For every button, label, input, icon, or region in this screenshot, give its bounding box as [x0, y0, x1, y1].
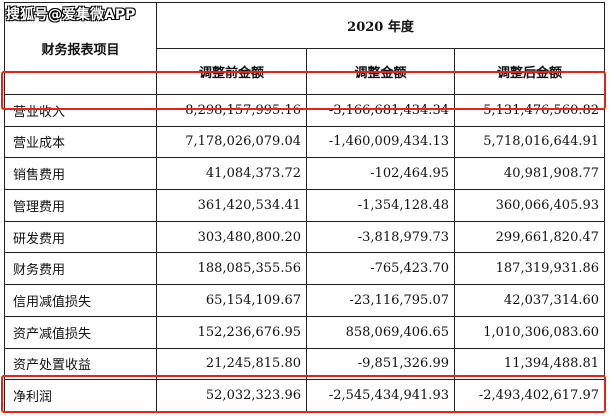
header-item-column: 财务报表项目 — [4, 2, 157, 95]
table-row: 营业收入 8,298,157,995.16 -3,166,681,434.34 5,1… — [4, 93, 606, 127]
header-before-amount: 调整前金额 — [156, 47, 307, 95]
row-adjust-amount: -3,818,979.73 — [306, 220, 455, 254]
row-after-amount: 42,037,314.60 — [453, 284, 606, 317]
row-before-amount: 7,178,026,079.04 — [156, 125, 307, 159]
row-item-label: 资产减值损失 — [4, 315, 157, 349]
row-item-label: 营业成本 — [4, 125, 157, 159]
table-row: 研发费用 303,480,800.20 -3,818,979.73 299,661,8… — [4, 220, 606, 254]
row-before-amount: 152,236,676.95 — [156, 315, 307, 349]
row-after-amount: 40,981,908.77 — [453, 157, 606, 191]
row-after-amount: 187,319,931.86 — [453, 252, 606, 286]
row-after-amount: 360,066,405.93 — [453, 189, 606, 222]
row-before-amount: 41,084,373.72 — [156, 157, 307, 191]
row-after-amount: 5,131,476,560.82 — [453, 93, 606, 127]
table-row: 营业成本 7,178,026,079.04 -1,460,009,434.13 5,7… — [4, 125, 606, 159]
header-year: 2020 年度 — [155, 2, 606, 49]
row-before-amount: 65,154,109.67 — [156, 284, 307, 317]
table-row: 财务费用 188,085,355.56 -765,423.70 187,319,931… — [4, 252, 606, 286]
row-item-label: 财务费用 — [4, 252, 157, 286]
row-after-amount: -2,493,402,617.97 — [453, 379, 606, 412]
row-adjust-amount: -9,851,326.99 — [306, 347, 455, 381]
header-adjust-amount: 调整金额 — [306, 47, 455, 95]
row-adjust-amount: 858,069,406.65 — [306, 315, 455, 349]
row-after-amount: 299,661,820.47 — [453, 220, 606, 254]
row-item-label: 管理费用 — [4, 189, 157, 222]
row-adjust-amount: -1,460,009,434.13 — [306, 125, 455, 159]
watermark-text: 搜狐号@爱集微APP — [6, 7, 136, 23]
table-row: 资产减值损失 152,236,676.95 858,069,406.65 1,010,… — [4, 315, 606, 349]
row-adjust-amount: -765,423.70 — [306, 252, 455, 286]
row-after-amount: 11,394,488.81 — [453, 347, 606, 381]
row-before-amount: 21,245,815.80 — [156, 347, 307, 381]
table-row: 资产处置收益 21,245,815.80 -9,851,326.99 11,394,4… — [4, 347, 606, 381]
row-adjust-amount: -3,166,681,434.34 — [306, 93, 455, 127]
financial-adjustment-table: 财务报表项目 2020 年度 调整前金额 调整金额 调整后金额 营业收入 8,29… — [4, 2, 606, 412]
table-row: 管理费用 361,420,534.41 -1,354,128.48 360,066,4… — [4, 189, 606, 222]
row-after-amount: 5,718,016,644.91 — [453, 125, 606, 159]
row-adjust-amount: -1,354,128.48 — [306, 189, 455, 222]
row-adjust-amount: -2,545,434,941.93 — [306, 379, 455, 412]
row-before-amount: 188,085,355.56 — [156, 252, 307, 286]
row-item-label: 净利润 — [4, 379, 157, 412]
row-item-label: 资产处置收益 — [4, 347, 157, 381]
row-after-amount: 1,010,306,083.60 — [453, 315, 606, 349]
header-row-year: 财务报表项目 2020 年度 — [4, 2, 606, 95]
row-before-amount: 8,298,157,995.16 — [156, 93, 307, 127]
row-item-label: 研发费用 — [4, 220, 157, 254]
row-before-amount: 52,032,323.96 — [156, 379, 307, 412]
row-item-label: 营业收入 — [4, 93, 157, 127]
table-row: 信用减值损失 65,154,109.67 -23,116,795.07 42,037,… — [4, 284, 606, 317]
row-item-label: 销售费用 — [4, 157, 157, 191]
row-adjust-amount: -23,116,795.07 — [306, 284, 455, 317]
row-before-amount: 361,420,534.41 — [156, 189, 307, 222]
table-row: 销售费用 41,084,373.72 -102,464.95 40,981,908.7… — [4, 157, 606, 191]
row-adjust-amount: -102,464.95 — [306, 157, 455, 191]
header-after-amount: 调整后金额 — [453, 47, 606, 95]
row-before-amount: 303,480,800.20 — [156, 220, 307, 254]
row-item-label: 信用减值损失 — [4, 284, 157, 317]
table-row: 净利润 52,032,323.96 -2,545,434,941.93 -2,493,… — [4, 379, 606, 412]
